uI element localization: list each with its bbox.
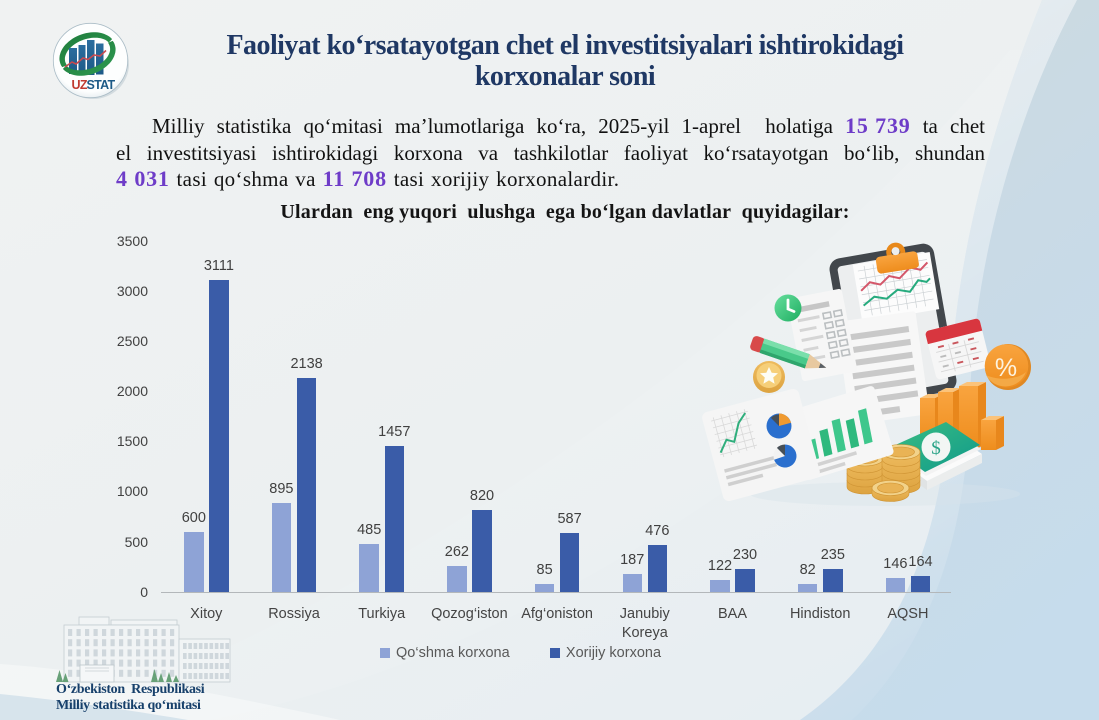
svg-text:UZ: UZ [72,78,88,92]
svg-text:$: $ [931,438,941,459]
svg-text:STAT: STAT [87,78,116,92]
svg-text:%: % [995,354,1017,382]
